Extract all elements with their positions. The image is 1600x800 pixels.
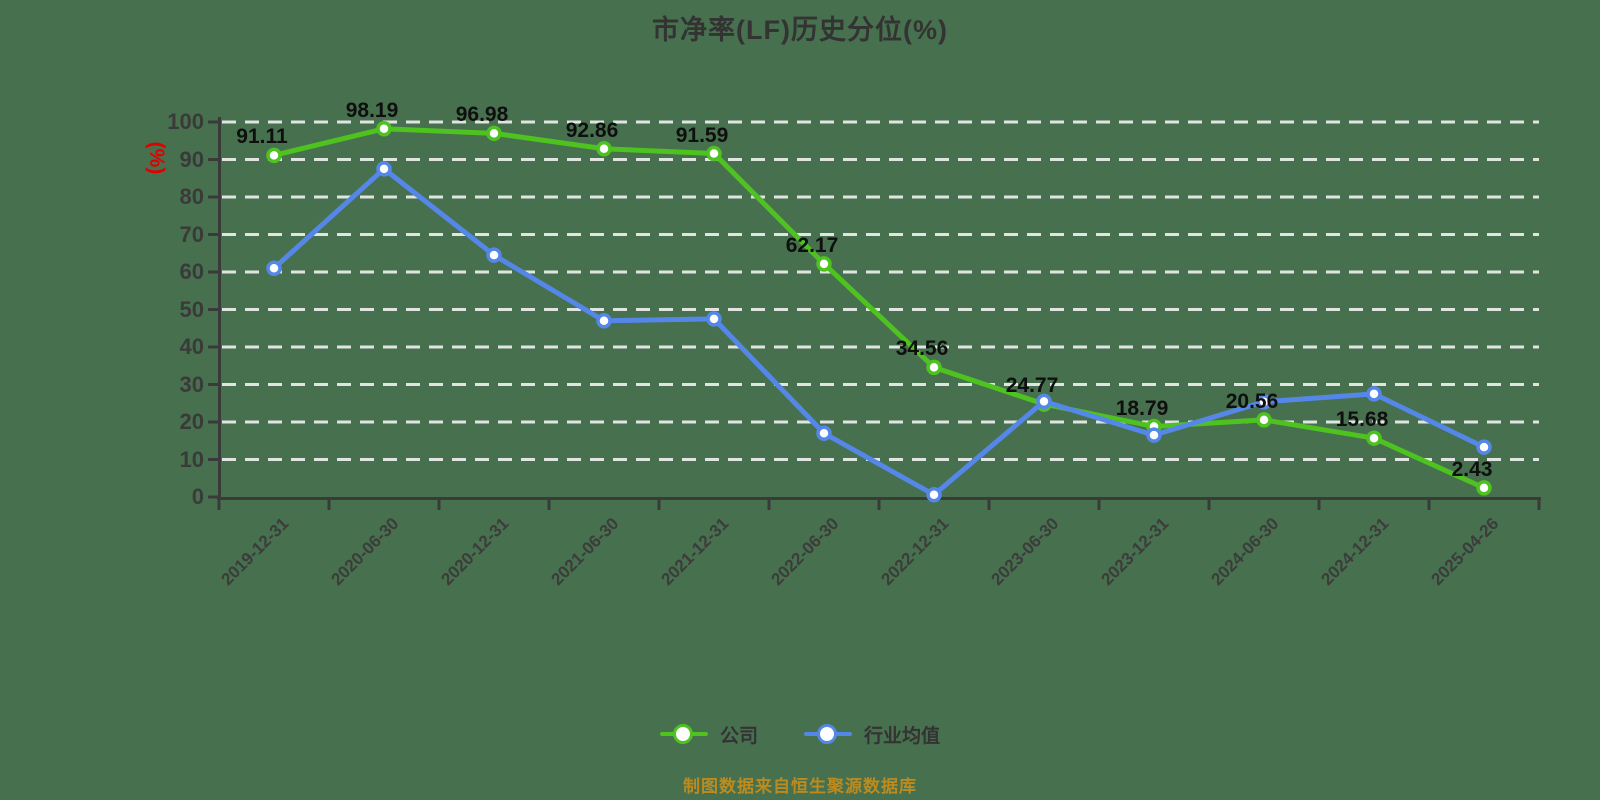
company-line-marker-icon xyxy=(659,724,708,744)
legend-item-company[interactable]: 公司 xyxy=(659,721,758,748)
legend-label: 公司 xyxy=(719,725,758,747)
legend-dot xyxy=(672,724,693,744)
chart-title: 市净率(LF)历史分位(%) xyxy=(652,15,948,45)
data-point[interactable] xyxy=(596,313,612,329)
data-point[interactable] xyxy=(1476,480,1492,496)
legend-item-industry-average[interactable]: 行业均值 xyxy=(804,721,940,748)
data-point-label: 2.43 xyxy=(1451,457,1493,481)
y-axis-tick-label: 60 xyxy=(179,259,204,284)
data-point[interactable] xyxy=(816,425,832,441)
data-point[interactable] xyxy=(376,161,392,177)
data-point[interactable] xyxy=(486,125,502,142)
data-point-label: 91.11 xyxy=(236,125,288,149)
data-point-label: 62.17 xyxy=(785,233,839,257)
legend-dot xyxy=(817,724,837,744)
data-point-label: 98.19 xyxy=(345,98,399,122)
data-point-label: 96.98 xyxy=(455,103,509,127)
series-line-company xyxy=(271,126,1487,491)
data-point[interactable] xyxy=(816,256,832,272)
source-caption: 制图数据来自恒生聚源数据库 xyxy=(683,777,917,796)
y-axis-tick-label: 90 xyxy=(179,146,204,172)
y-axis-tick-label: 80 xyxy=(179,184,204,209)
data-point-label: 20.56 xyxy=(1225,389,1279,413)
y-axis-tick-label: 20 xyxy=(179,409,204,434)
data-point[interactable] xyxy=(266,260,282,276)
y-axis-tick-label: 0 xyxy=(191,484,204,509)
data-point[interactable] xyxy=(596,141,612,157)
series-line-industry xyxy=(271,166,1487,498)
data-point[interactable] xyxy=(486,247,502,263)
data-point[interactable] xyxy=(376,121,392,137)
data-point-label: 15.68 xyxy=(1335,408,1389,432)
data-point-label: 24.77 xyxy=(1005,374,1059,398)
y-axis-tick-label: 100 xyxy=(167,109,204,134)
data-point[interactable] xyxy=(1036,393,1052,410)
data-point[interactable] xyxy=(1366,386,1382,402)
industry-average-line-marker-icon xyxy=(804,724,852,744)
data-point[interactable] xyxy=(706,311,722,327)
data-point[interactable] xyxy=(1146,427,1162,443)
legend: 公司 行业均值 xyxy=(0,712,1600,756)
legend-label: 行业均值 xyxy=(864,725,941,747)
data-point-label: 18.79 xyxy=(1115,396,1169,420)
y-axis-tick-label: 10 xyxy=(179,446,204,472)
data-point[interactable] xyxy=(1366,430,1382,446)
data-point-label: 34.56 xyxy=(895,337,949,361)
y-axis-tick-label: 40 xyxy=(179,334,204,359)
data-point[interactable] xyxy=(926,359,942,376)
data-point-label: 92.86 xyxy=(565,118,619,142)
data-point[interactable] xyxy=(1476,439,1492,455)
data-point[interactable] xyxy=(266,147,282,164)
data-point-label: 91.59 xyxy=(675,123,729,147)
y-axis-tick-label: 70 xyxy=(179,221,204,247)
data-point[interactable] xyxy=(1256,394,1272,410)
y-axis-tick-label: 30 xyxy=(179,371,204,397)
y-axis-tick-label: 50 xyxy=(179,296,204,322)
data-point[interactable] xyxy=(1256,412,1272,428)
data-point[interactable] xyxy=(926,487,942,503)
data-point[interactable] xyxy=(706,145,722,162)
